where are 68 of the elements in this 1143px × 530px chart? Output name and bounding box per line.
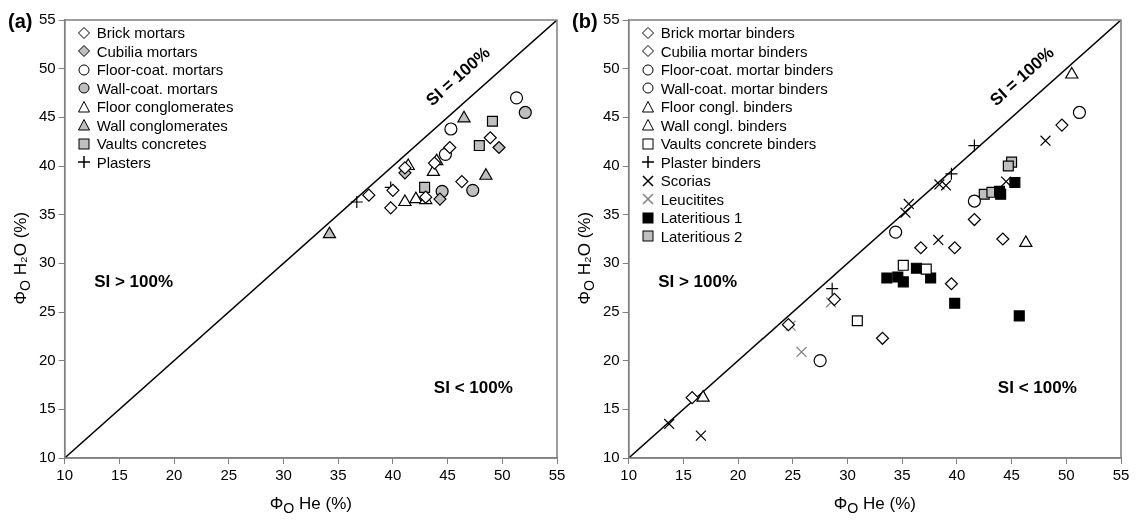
x-tick-label: 55	[1112, 466, 1130, 484]
x-tick-label: 10	[620, 466, 638, 484]
y-tick-label: 25	[603, 302, 620, 320]
y-tick-label: 50	[39, 58, 56, 76]
y-tick-label: 35	[39, 204, 56, 222]
y-tick-label: 10	[39, 448, 56, 466]
legend-label: Cubilia mortars	[96, 42, 198, 60]
x-tick-label: 30	[839, 466, 856, 484]
y-tick-label: 55	[39, 10, 56, 28]
y-tick-label: 30	[39, 253, 56, 271]
legend-label: Wall-coat. mortar binders	[660, 79, 828, 97]
legend-label: Wall congl. binders	[660, 116, 787, 134]
x-tick-label: 50	[493, 466, 511, 484]
y-tick-label: 45	[39, 107, 56, 125]
annotation: SI > 100%	[94, 272, 174, 292]
x-tick-label: 45	[439, 466, 456, 484]
x-axis-title: Φ$_{O}$ He (%)	[832, 494, 917, 517]
y-tick-label: 30	[603, 253, 620, 271]
legend-label: Wall conglomerates	[96, 116, 228, 134]
x-tick-label: 20	[729, 466, 747, 484]
x-tick-label: 50	[1057, 466, 1075, 484]
annotation: SI < 100%	[997, 377, 1077, 397]
annotation: SI > 100%	[658, 272, 738, 292]
legend-label: Leucitites	[660, 190, 725, 208]
legend-label: Vaults concretes	[96, 135, 207, 153]
y-tick-label: 50	[603, 58, 620, 76]
y-tick-label: 40	[603, 156, 620, 174]
legend-label: Lateritious 2	[660, 227, 743, 245]
legend-label: Floor-coat. mortar binders	[660, 61, 834, 79]
chart-title: (a)	[8, 10, 33, 33]
y-tick-label: 40	[39, 156, 56, 174]
x-tick-label: 25	[784, 466, 802, 484]
legend-label: Lateritious 1	[660, 209, 743, 227]
x-tick-label: 45	[1003, 466, 1020, 484]
legend-label: Brick mortar binders	[660, 24, 795, 42]
y-tick-label: 25	[39, 302, 56, 320]
chart-title: (b)	[572, 10, 598, 33]
legend-label: Brick mortars	[96, 24, 186, 42]
x-tick-label: 40	[384, 466, 402, 484]
legend-label: Vaults concrete binders	[660, 135, 817, 153]
y-tick-label: 10	[603, 448, 620, 466]
x-tick-label: 30	[275, 466, 292, 484]
x-tick-label: 35	[893, 466, 911, 484]
legend-label: Plaster binders	[660, 153, 761, 171]
x-axis-title: Φ$_{O}$ He (%)	[268, 494, 353, 517]
legend-label: Scorias	[660, 172, 711, 190]
y-tick-label: 20	[603, 350, 620, 368]
x-tick-label: 20	[165, 466, 183, 484]
legend-label: Floor conglomerates	[96, 98, 234, 116]
x-tick-label: 10	[56, 466, 74, 484]
y-tick-label: 35	[603, 204, 620, 222]
x-tick-label: 40	[948, 466, 966, 484]
y-tick-label: 20	[39, 350, 56, 368]
x-tick-label: 15	[675, 466, 692, 484]
y-tick-label: 15	[603, 399, 620, 417]
x-tick-label: 55	[548, 466, 566, 484]
legend-label: Plasters	[96, 153, 151, 171]
y-tick-label: 45	[603, 107, 620, 125]
legend-label: Floor-coat. mortars	[96, 61, 224, 79]
x-tick-label: 15	[111, 466, 128, 484]
y-tick-label: 15	[39, 399, 56, 417]
x-tick-label: 35	[329, 466, 347, 484]
legend-label: Wall-coat. mortars	[96, 79, 218, 97]
x-tick-label: 25	[220, 466, 238, 484]
annotation: SI < 100%	[433, 377, 513, 397]
legend-label: Floor congl. binders	[660, 98, 793, 116]
y-tick-label: 55	[603, 10, 620, 28]
legend-label: Cubilia mortar binders	[660, 42, 808, 60]
